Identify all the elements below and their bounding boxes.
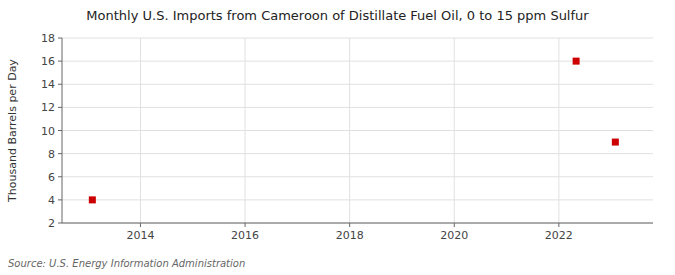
tick-label-y: 2	[48, 217, 55, 230]
tick-x	[454, 223, 455, 227]
tick-label-x: 2016	[231, 229, 259, 242]
tick-label-y: 10	[41, 125, 55, 138]
tick-y	[58, 130, 62, 131]
source: Source: U.S. Energy Information Administ…	[8, 258, 245, 269]
point	[573, 58, 580, 65]
tick-x	[245, 223, 246, 227]
axes: 2014 2016 2018 2020 2022 2 4 6 8 10 12 14 16 18	[41, 32, 653, 242]
y-label: Thousand Barrels per Day	[6, 59, 19, 203]
tick-label-x: 2020	[440, 229, 468, 242]
grid	[62, 38, 653, 223]
points	[89, 58, 619, 204]
title: Monthly U.S. Imports from Cameroon of Di…	[86, 8, 589, 23]
grid-line-y	[62, 153, 653, 154]
tick-y	[58, 199, 62, 200]
tick-y	[58, 61, 62, 62]
tick-y	[58, 38, 62, 39]
grid-line-y	[62, 107, 653, 108]
grid-line-y	[62, 61, 653, 62]
tick-y	[58, 223, 62, 224]
tick-label-y: 8	[48, 148, 55, 161]
tick-label-x: 2018	[336, 229, 364, 242]
tick-label-x: 2014	[126, 229, 154, 242]
grid-line-y	[62, 130, 653, 131]
tick-label-y: 6	[48, 171, 55, 184]
axis-x	[62, 223, 653, 224]
tick-x	[558, 223, 559, 227]
tick-y	[58, 107, 62, 108]
tick-label-y: 4	[48, 194, 55, 207]
tick-label-y: 14	[41, 78, 55, 91]
tick-x	[349, 223, 350, 227]
tick-label-x: 2022	[545, 229, 573, 242]
tick-y	[58, 84, 62, 85]
grid-line-y	[62, 84, 653, 85]
chart: Monthly U.S. Imports from Cameroon of Di…	[0, 0, 675, 275]
point	[89, 196, 96, 203]
tick-label-y: 16	[41, 55, 55, 68]
tick-label-y: 18	[41, 32, 55, 45]
grid-line-y	[62, 38, 653, 39]
grid-line-y	[62, 199, 653, 200]
point	[612, 139, 619, 146]
tick-y	[58, 176, 62, 177]
tick-y	[58, 153, 62, 154]
grid-line-y	[62, 176, 653, 177]
tick-x	[140, 223, 141, 227]
tick-label-y: 12	[41, 101, 55, 114]
grid-line-y	[62, 223, 653, 224]
axis-y	[62, 38, 63, 223]
